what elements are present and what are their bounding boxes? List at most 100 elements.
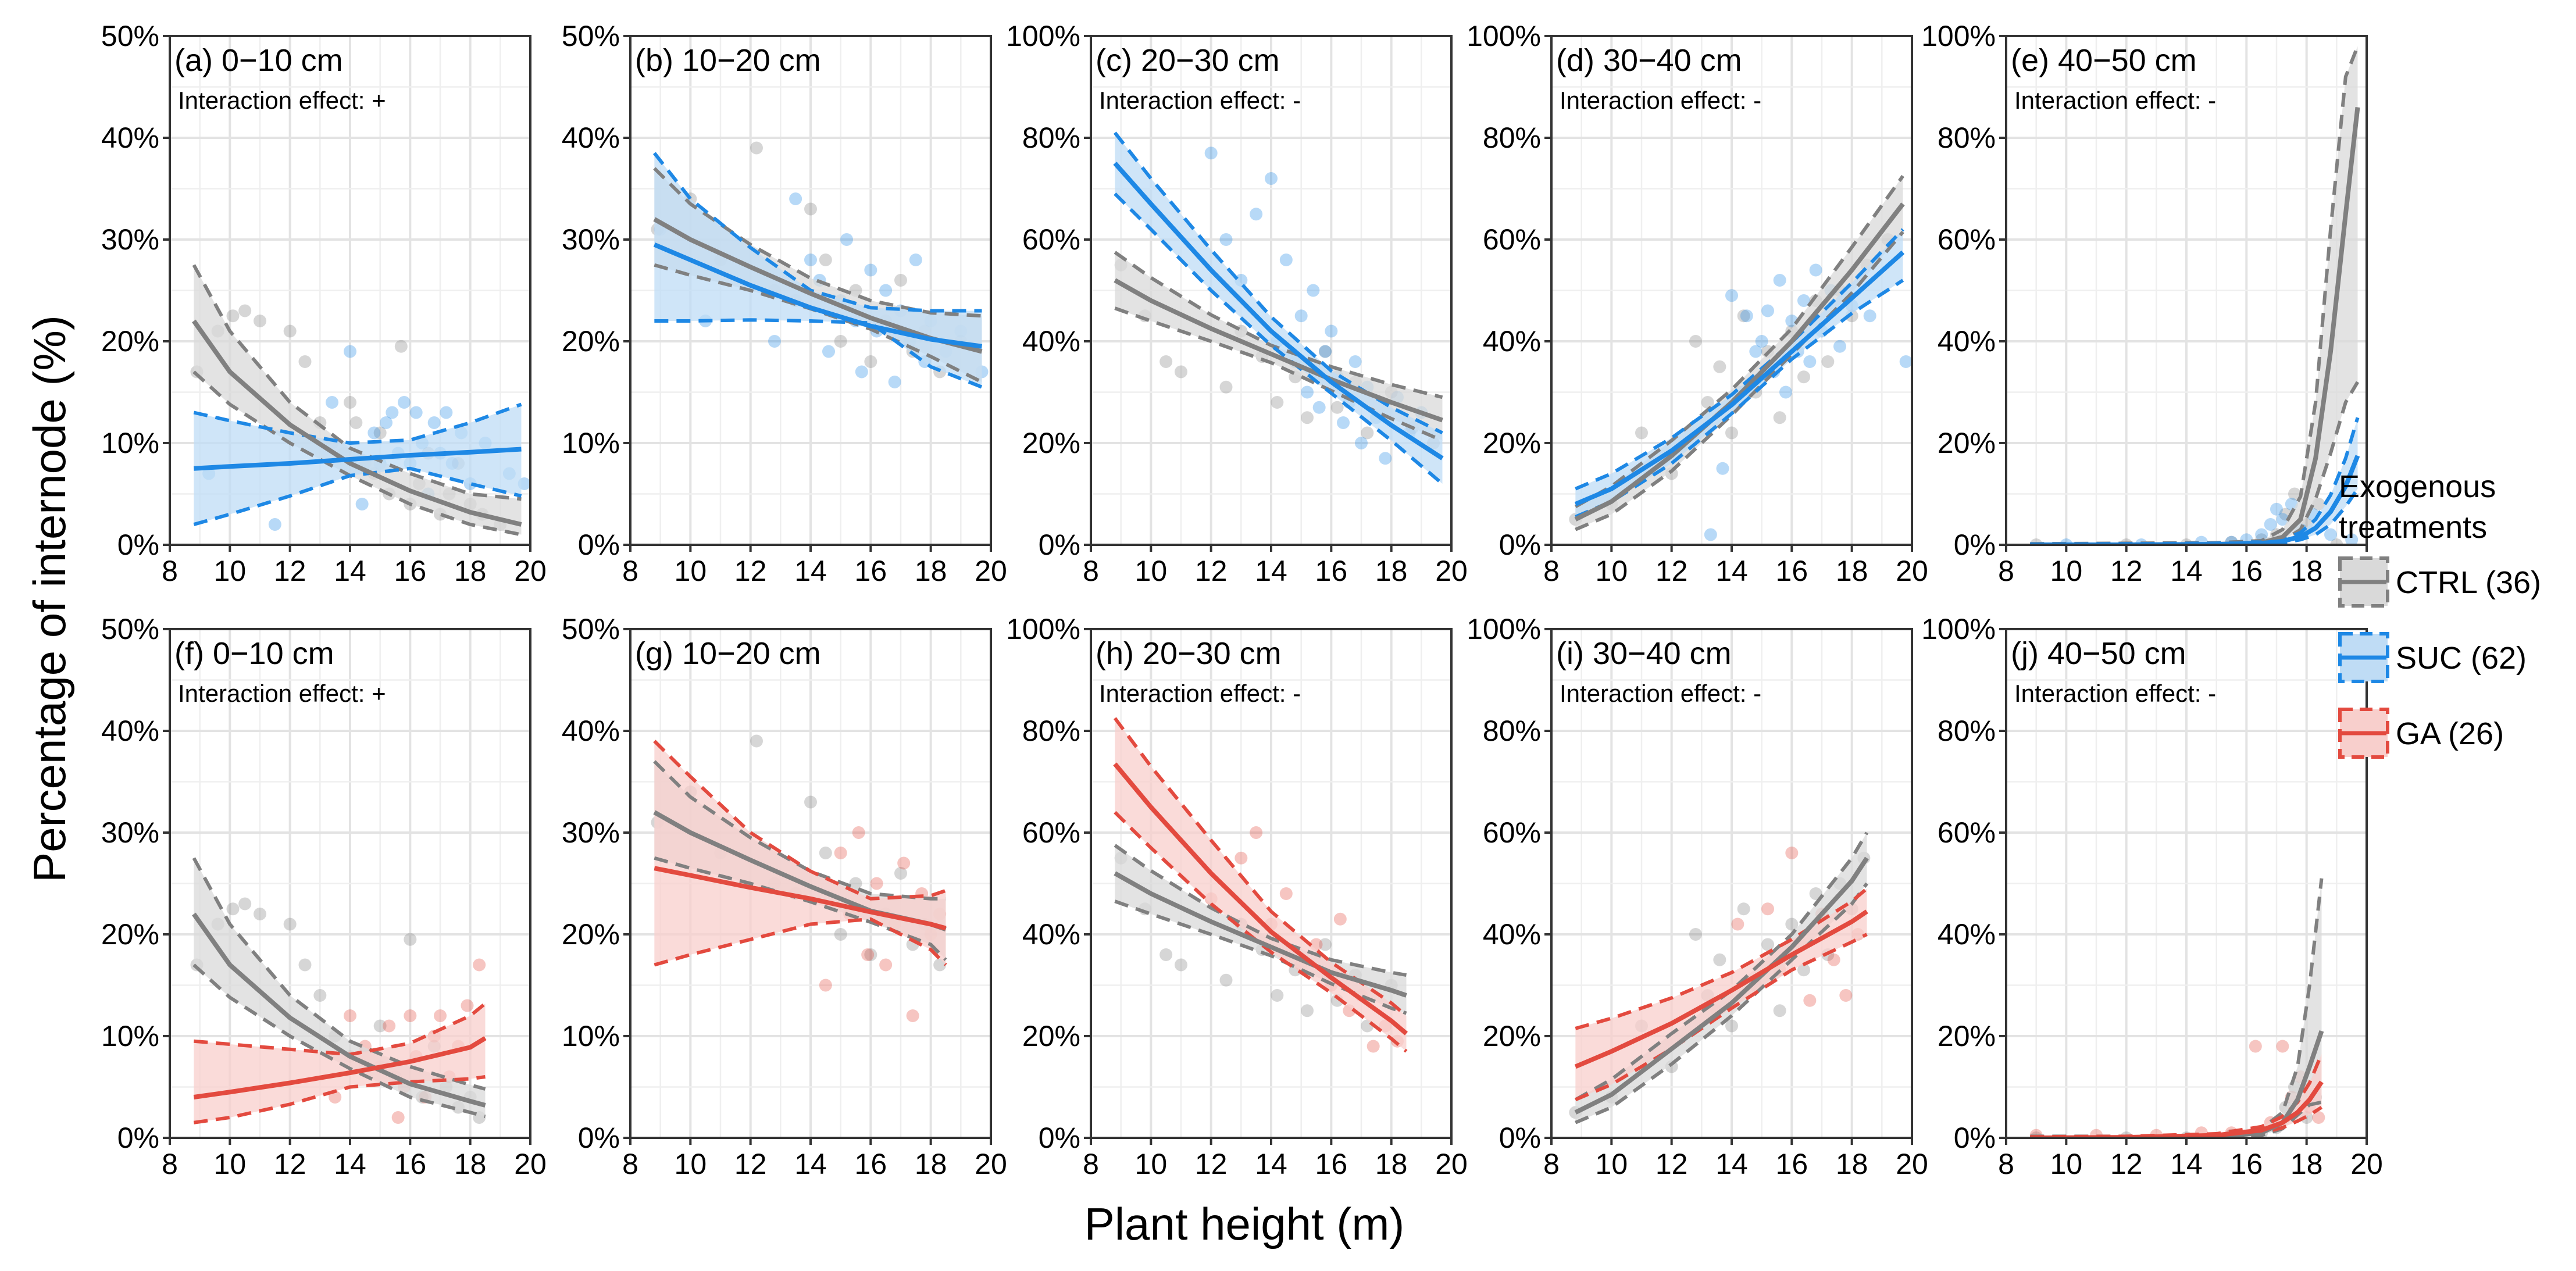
panel-c-plot bbox=[1113, 131, 1444, 485]
interaction-note: Interaction effect: - bbox=[1099, 87, 1301, 114]
ci-lower-ctrl bbox=[1114, 306, 1443, 442]
y-tick-label: 100% bbox=[1467, 20, 1541, 52]
y-tick-label: 30% bbox=[101, 816, 159, 849]
data-point-suc bbox=[1379, 452, 1392, 465]
data-point-suc bbox=[2276, 513, 2289, 526]
legend-label-ga: GA (26) bbox=[2396, 716, 2504, 751]
data-point-ctrl bbox=[1725, 1019, 1738, 1033]
x-tick-label: 20 bbox=[1896, 1148, 1928, 1180]
panel-d: 8 10 12 14 16 18 20 0% 20% 40% 60% 80% 100% (d) 30−40… bbox=[1467, 20, 1928, 587]
y-tick-label: 20% bbox=[562, 325, 620, 358]
fit-line-ctrl bbox=[192, 319, 522, 527]
panel-b: 8 10 12 14 16 18 20 0% 10% 20% 30% 40% 50% (b) 10−20 … bbox=[562, 20, 1007, 587]
data-point-ga bbox=[391, 1111, 405, 1124]
y-tick-label: 20% bbox=[1938, 1020, 1996, 1052]
data-point-suc bbox=[1809, 263, 1822, 277]
x-tick-label: 8 bbox=[1543, 1148, 1560, 1180]
data-point-ctrl bbox=[864, 355, 877, 368]
data-point-ctrl bbox=[1635, 426, 1648, 440]
x-tick-label: 12 bbox=[1656, 555, 1688, 587]
x-tick-label: 10 bbox=[1135, 555, 1168, 587]
data-point-suc bbox=[268, 518, 281, 531]
y-tick-label: 60% bbox=[1938, 816, 1996, 849]
data-point-ga bbox=[870, 877, 883, 890]
data-point-suc bbox=[840, 233, 853, 246]
y-tick-label: 0% bbox=[1499, 529, 1541, 561]
panel-i-plot bbox=[1569, 831, 1871, 1124]
ci-upper-ga bbox=[653, 740, 947, 901]
y-tick-label: 20% bbox=[101, 325, 159, 358]
data-point-ga bbox=[2312, 1111, 2325, 1124]
y-tick-label: 0% bbox=[1954, 529, 1996, 561]
y-tick-label: 100% bbox=[1467, 613, 1541, 645]
data-point-ctrl bbox=[254, 908, 266, 920]
ci-upper-suc bbox=[1575, 228, 1904, 491]
x-tick-label: 18 bbox=[915, 555, 947, 587]
x-tick-label: 8 bbox=[622, 555, 638, 587]
y-tick-label: 100% bbox=[1921, 20, 1996, 52]
y-tick-label: 50% bbox=[562, 613, 620, 645]
x-tick-label: 12 bbox=[734, 555, 767, 587]
y-tick-label: 80% bbox=[1483, 122, 1541, 154]
y-tick-label: 40% bbox=[1483, 918, 1541, 951]
ci-band-ga bbox=[1115, 718, 1407, 1052]
y-tick-label: 0% bbox=[117, 529, 159, 561]
y-tick-label: 60% bbox=[1938, 223, 1996, 256]
ci-upper-ctrl bbox=[1114, 844, 1407, 977]
data-point-suc bbox=[1348, 355, 1362, 368]
data-point-ctrl bbox=[344, 396, 356, 409]
x-tick-label: 12 bbox=[274, 1148, 306, 1180]
x-tick-label: 8 bbox=[1083, 555, 1099, 587]
x-tick-label: 20 bbox=[975, 1148, 1007, 1180]
data-point-ctrl bbox=[1737, 902, 1750, 916]
data-point-suc bbox=[1779, 385, 1792, 399]
legend-title-line1: Exogenous bbox=[2339, 469, 2496, 504]
data-point-ctrl bbox=[1809, 887, 1822, 900]
data-point-ctrl bbox=[1330, 401, 1344, 414]
data-point-suc bbox=[1319, 345, 1332, 358]
data-point-ga bbox=[1785, 847, 1799, 859]
data-point-ctrl bbox=[804, 202, 817, 216]
data-point-suc bbox=[1250, 208, 1263, 221]
data-point-suc bbox=[2270, 502, 2283, 516]
panel-title: (a) 0−10 cm bbox=[174, 43, 343, 78]
data-point-suc bbox=[1301, 385, 1314, 399]
interaction-note: Interaction effect: - bbox=[2014, 87, 2216, 114]
x-tick-label: 8 bbox=[1998, 555, 2014, 587]
x-tick-label: 10 bbox=[1596, 1148, 1628, 1180]
data-point-ctrl bbox=[226, 902, 240, 916]
x-tick-label: 10 bbox=[1596, 555, 1628, 587]
data-point-suc bbox=[440, 406, 453, 419]
data-point-ctrl bbox=[834, 335, 847, 348]
panels: 8 10 12 14 16 18 20 0% 10% 20% 30% 40% 50% (a) 0−10 c… bbox=[101, 20, 2383, 1180]
y-tick-label: 0% bbox=[1499, 1122, 1541, 1154]
data-point-ga bbox=[473, 958, 486, 972]
data-point-ctrl bbox=[1713, 360, 1726, 373]
y-tick-label: 60% bbox=[1022, 816, 1080, 849]
ci-lower-ctrl bbox=[1575, 230, 1904, 531]
legend-item-ctrl: CTRL (36) bbox=[2338, 556, 2541, 608]
x-tick-label: 14 bbox=[1255, 1148, 1287, 1180]
data-point-ctrl bbox=[1159, 948, 1173, 961]
x-tick-label: 20 bbox=[2350, 1148, 2383, 1180]
panel-i: 8 10 12 14 16 18 20 0% 20% 40% 60% 80% 100% (i) 30−40… bbox=[1467, 613, 1928, 1180]
data-point-suc bbox=[1755, 335, 1768, 348]
x-tick-label: 12 bbox=[1195, 1148, 1228, 1180]
data-point-ctrl bbox=[1785, 917, 1799, 931]
fit-line-ga bbox=[1113, 762, 1408, 1036]
ci-upper-ga bbox=[1575, 887, 1868, 1030]
data-point-ctrl bbox=[864, 948, 877, 961]
ci-band-ga bbox=[654, 741, 946, 965]
legend: Exogenous treatments CTRL (36) SUC (62) … bbox=[2338, 469, 2541, 759]
data-point-ga bbox=[2276, 1040, 2289, 1053]
data-point-ctrl bbox=[849, 877, 862, 890]
x-tick-label: 20 bbox=[514, 1148, 547, 1180]
y-tick-label: 40% bbox=[1022, 918, 1080, 951]
fit-line-ga bbox=[654, 866, 947, 931]
y-tick-label: 40% bbox=[1022, 325, 1080, 358]
legend-label-suc: SUC (62) bbox=[2396, 641, 2527, 676]
x-tick-label: 20 bbox=[1435, 555, 1468, 587]
x-tick-label: 14 bbox=[334, 555, 366, 587]
data-point-ctrl bbox=[894, 867, 907, 880]
x-tick-label: 20 bbox=[975, 555, 1007, 587]
